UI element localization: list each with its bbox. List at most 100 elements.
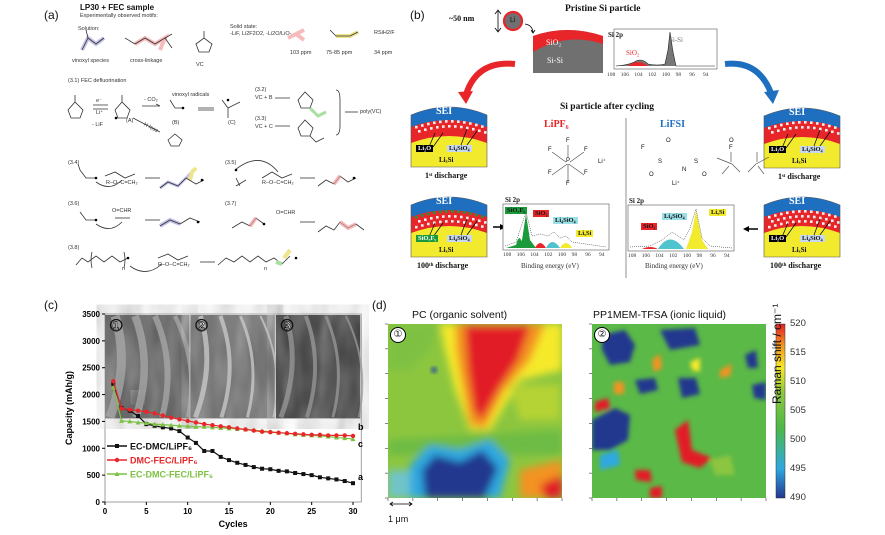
xps-tick-label: 102 bbox=[648, 72, 657, 78]
x-tick-label: 30 bbox=[349, 507, 358, 516]
lifsi-atom-s: S bbox=[694, 159, 699, 165]
co2-label: - CO₂ bbox=[144, 97, 158, 103]
motif-vinoxyl: vinoxyl species bbox=[72, 58, 109, 64]
lipf6-cation: Li⁺ bbox=[598, 159, 606, 165]
x-tick-label: 15 bbox=[225, 507, 234, 516]
xps-left-xlabel: Binding energy (eV) bbox=[521, 262, 579, 270]
inset-label: ③ bbox=[280, 318, 294, 335]
legend-label: DMC-FEC/LiPF₆ bbox=[130, 456, 198, 466]
si-core-label: Si-Si bbox=[547, 56, 564, 65]
xps-right-title: Si 2p bbox=[629, 197, 644, 205]
data-point bbox=[317, 432, 323, 438]
xps-tick-label: 104 bbox=[634, 72, 643, 78]
data-point bbox=[227, 458, 231, 463]
lipf6-atom-f: F bbox=[548, 170, 552, 176]
reaction-3-7-label: (3.7) bbox=[225, 201, 237, 207]
xps-tick-label: 98 bbox=[675, 72, 682, 78]
data-point bbox=[268, 467, 273, 472]
y-axis-label: Capacity (mAh/g) bbox=[64, 371, 74, 445]
xps-tick-label: 106 bbox=[516, 252, 525, 258]
sei-lixsi-label: LiₓSi bbox=[792, 246, 807, 254]
lipf6-atom-f: F bbox=[566, 181, 570, 187]
lifsi-atom-n: N bbox=[682, 167, 687, 173]
data-point bbox=[309, 432, 314, 438]
motif-vc: VC bbox=[196, 62, 204, 68]
data-point bbox=[218, 454, 223, 459]
data-point bbox=[243, 427, 248, 432]
xps-tick-label: 94 bbox=[703, 72, 709, 78]
reaction-scheme-drawing bbox=[67, 28, 365, 272]
data-point bbox=[235, 426, 240, 431]
data-point bbox=[111, 378, 116, 384]
lipf6-label: LiPF₆ bbox=[544, 119, 569, 130]
data-point bbox=[127, 407, 132, 412]
data-point bbox=[143, 420, 149, 426]
lifsi-atom-f: F bbox=[641, 145, 645, 151]
lifsi-atom-o: O bbox=[729, 138, 734, 144]
colorbar-tick-label: 515 bbox=[790, 347, 806, 358]
map1-badge: ① bbox=[390, 327, 406, 343]
first-discharge-label: 1ˢᵗ discharge bbox=[778, 172, 821, 181]
lipf6-atom-f: F bbox=[566, 138, 570, 144]
y-tick-label: 2000 bbox=[82, 391, 100, 400]
colorbar-tick-label: 495 bbox=[790, 463, 806, 474]
hundredth-discharge-label: 100ᵗʰ discharge bbox=[770, 261, 822, 270]
pristine-title: Pristine Si particle bbox=[565, 4, 641, 14]
sei-layer-label: SEI bbox=[436, 196, 453, 207]
x-tick-label: 20 bbox=[266, 507, 275, 516]
sei-li2o-tag: Li₂O bbox=[769, 146, 787, 153]
sei-li2o-tag: Li₂O bbox=[416, 145, 434, 152]
data-point bbox=[251, 465, 256, 470]
data-point bbox=[243, 462, 248, 467]
inset-label: ② bbox=[194, 318, 208, 335]
data-point bbox=[350, 436, 356, 442]
data-point bbox=[268, 429, 273, 435]
li-label: Li⁺ bbox=[96, 110, 104, 116]
data-point bbox=[309, 473, 314, 478]
xps-tick-label: 96 bbox=[585, 252, 591, 258]
reaction-3-3-eq: VC + C bbox=[255, 124, 273, 130]
sio2-shell-label: SiO₂ bbox=[546, 38, 562, 47]
xps-tick-label: 94 bbox=[724, 253, 730, 259]
vinyl-ether-3-5: R–O–C=CH₂ bbox=[262, 180, 294, 186]
data-point bbox=[326, 433, 331, 438]
raman-map-pc bbox=[388, 324, 562, 498]
data-point bbox=[342, 433, 347, 438]
data-point bbox=[260, 466, 265, 471]
colorbar-tick-label: 510 bbox=[790, 376, 806, 387]
data-point bbox=[160, 413, 166, 418]
lipf6-atom-f: F bbox=[584, 170, 588, 176]
data-point bbox=[326, 476, 331, 481]
data-point bbox=[293, 470, 298, 475]
reaction-3-2-eq: VC + B bbox=[255, 95, 273, 101]
sei-li4sio4-tag: Li₄SiO₄ bbox=[800, 146, 825, 153]
y-tick-label: 3000 bbox=[82, 337, 100, 346]
sei-layer-label: SEI bbox=[436, 106, 453, 117]
data-point bbox=[127, 418, 133, 424]
sei-lixsi-label: LiₓSi bbox=[439, 246, 454, 254]
reaction-3-2-label: (3.2) bbox=[255, 87, 267, 93]
lipf6-atom-f: F bbox=[548, 147, 552, 153]
data-point bbox=[218, 424, 223, 429]
legend-label: EC-DMC/LiPF₆ bbox=[130, 442, 192, 452]
reaction-3-8-label: (3.8) bbox=[68, 245, 80, 251]
series-end-label: c bbox=[358, 439, 363, 449]
colorbar-tick-label: 520 bbox=[790, 318, 806, 329]
xps-left-lixsi-tag: LiₓSi bbox=[576, 230, 594, 237]
data-point bbox=[136, 414, 141, 419]
solid-state-label: Solid state: bbox=[230, 24, 258, 30]
xps-tick-label: 102 bbox=[669, 253, 678, 259]
xps-left-title: Si 2p bbox=[505, 196, 520, 204]
data-point bbox=[185, 435, 190, 440]
series-end-label: a bbox=[358, 472, 364, 482]
xps-right-xlabel: Binding energy (eV) bbox=[645, 262, 703, 270]
y-tick-label: 0 bbox=[96, 498, 101, 507]
x-tick-label: 25 bbox=[307, 507, 316, 516]
species-b: (B) bbox=[172, 120, 180, 126]
y-tick-label: 3500 bbox=[82, 310, 100, 319]
carbonyl-3-6: O=CHR bbox=[112, 208, 132, 214]
data-point bbox=[210, 422, 215, 428]
species-c: (C) bbox=[228, 120, 236, 126]
hundredth-discharge-label: 100ᵗʰ discharge bbox=[417, 261, 469, 270]
